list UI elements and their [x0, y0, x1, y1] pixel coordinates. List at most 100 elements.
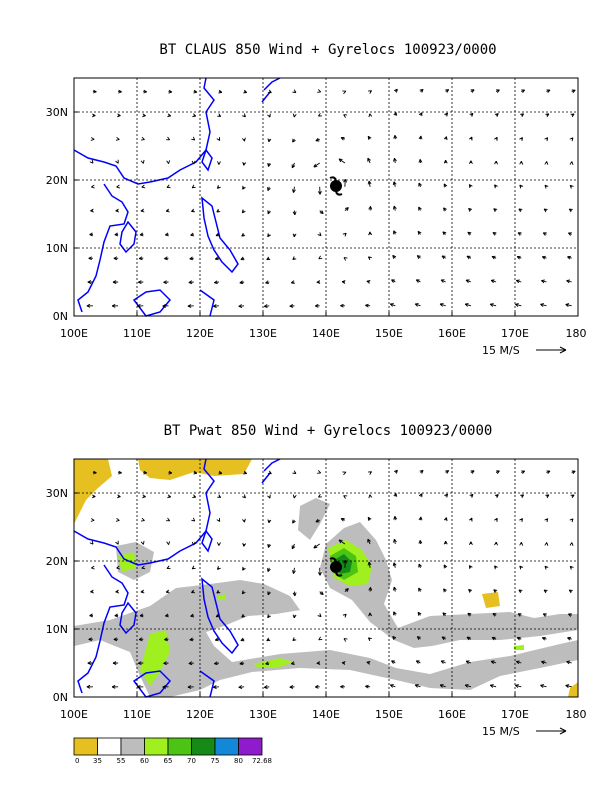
- wind-vector: [494, 160, 498, 165]
- wind-vector: [238, 304, 245, 308]
- panel1-background: [74, 78, 578, 316]
- wind-vector: [415, 660, 421, 664]
- wind-vector: [544, 161, 549, 165]
- x-tick-label: 130E: [249, 708, 277, 721]
- wind-vector: [241, 590, 246, 595]
- wind-vector: [139, 232, 144, 237]
- wind-vector: [443, 136, 448, 141]
- x-tick-label: 150E: [375, 327, 403, 340]
- wind-vector: [315, 137, 320, 142]
- wind-vector: [569, 161, 574, 165]
- wind-vector: [317, 89, 322, 93]
- x-tick-label: 100E: [60, 708, 88, 721]
- wind-vector: [542, 613, 547, 617]
- wind-vector: [142, 494, 146, 499]
- wind-vector: [115, 159, 119, 164]
- wind-vector: [319, 210, 324, 215]
- wind-vector: [290, 280, 295, 284]
- wind-vector: [267, 162, 272, 167]
- panel2-coastline: [73, 458, 281, 698]
- wind-vector: [189, 256, 194, 261]
- wind-vector: [367, 256, 372, 261]
- wind-vector: [317, 567, 322, 576]
- wind-vector: [464, 684, 472, 688]
- colorbar-swatch: [214, 737, 239, 756]
- wind-vector: [213, 304, 219, 308]
- wind-vector: [440, 660, 446, 664]
- y-tick-label: 30N: [46, 487, 68, 500]
- wind-vector: [141, 184, 146, 189]
- wind-vector: [239, 661, 245, 666]
- wind-vector: [566, 660, 572, 665]
- x-tick-label: 180: [566, 708, 587, 721]
- wind-vector: [191, 184, 196, 189]
- wind-vector: [216, 208, 221, 213]
- panel2-reference-vector: 15 M/S: [482, 725, 567, 738]
- wind-vector: [568, 613, 572, 617]
- wind-vector: [88, 256, 93, 261]
- wind-vector: [570, 494, 575, 499]
- wind-vector: [141, 565, 146, 570]
- wind-vector: [167, 113, 172, 118]
- sulawesi-north: [199, 289, 215, 317]
- wind-vector: [544, 565, 549, 570]
- wind-vector: [541, 279, 547, 284]
- wind-vector: [343, 495, 348, 499]
- wind-vector: [115, 136, 120, 141]
- wind-vector: [191, 541, 196, 546]
- wind-vector: [140, 540, 145, 545]
- wind-vector: [367, 180, 372, 187]
- wind-vector: [342, 471, 347, 476]
- wind-vector: [392, 205, 397, 211]
- wind-vector: [140, 159, 145, 164]
- wind-vector: [493, 208, 498, 213]
- wind-vector: [393, 493, 398, 497]
- wind-vector: [569, 542, 574, 546]
- wind-vector: [389, 684, 396, 688]
- wind-vector: [518, 208, 523, 213]
- wind-vector: [86, 684, 93, 689]
- wind-vector: [240, 256, 245, 261]
- wind-vector: [465, 279, 472, 284]
- wind-vector: [467, 231, 472, 236]
- panel1-gyre-marker: [329, 176, 343, 196]
- x-tick-label: 110E: [123, 327, 151, 340]
- wind-vector: [191, 565, 196, 570]
- wind-vector: [241, 613, 246, 618]
- wind-vector: [292, 138, 296, 143]
- wind-vector: [266, 637, 271, 642]
- wind-vector: [115, 589, 120, 594]
- wind-vector: [264, 685, 270, 689]
- japan-south: [261, 458, 281, 484]
- wind-vector: [366, 661, 371, 665]
- wind-vector: [188, 661, 194, 666]
- wind-vector: [89, 613, 93, 618]
- wind-vector: [517, 232, 522, 236]
- wind-vector: [439, 303, 446, 307]
- wind-vector: [189, 637, 194, 642]
- philippines: [201, 196, 239, 274]
- panel1-reference-vector: 15 M/S: [482, 344, 567, 357]
- wind-vector: [368, 206, 373, 211]
- wind-vector: [143, 89, 147, 94]
- wind-vector: [442, 231, 447, 236]
- wind-vector: [241, 232, 246, 237]
- wind-vector: [419, 88, 424, 93]
- gulf-coast: [119, 220, 137, 254]
- wind-vector: [191, 517, 196, 522]
- wind-vector: [342, 613, 347, 618]
- wind-vector: [315, 518, 320, 523]
- wind-vector: [546, 89, 551, 94]
- wind-vector: [418, 112, 423, 117]
- wind-vector: [489, 303, 497, 307]
- wind-vector: [540, 684, 547, 688]
- wind-vector: [292, 470, 297, 474]
- wind-vector: [162, 304, 169, 308]
- wind-vector: [113, 637, 119, 642]
- wind-vector: [565, 684, 572, 688]
- wind-vector: [516, 255, 522, 260]
- wind-vector: [367, 538, 371, 545]
- wind-vector: [218, 470, 223, 475]
- philippines: [201, 577, 239, 655]
- wind-vector: [519, 518, 523, 523]
